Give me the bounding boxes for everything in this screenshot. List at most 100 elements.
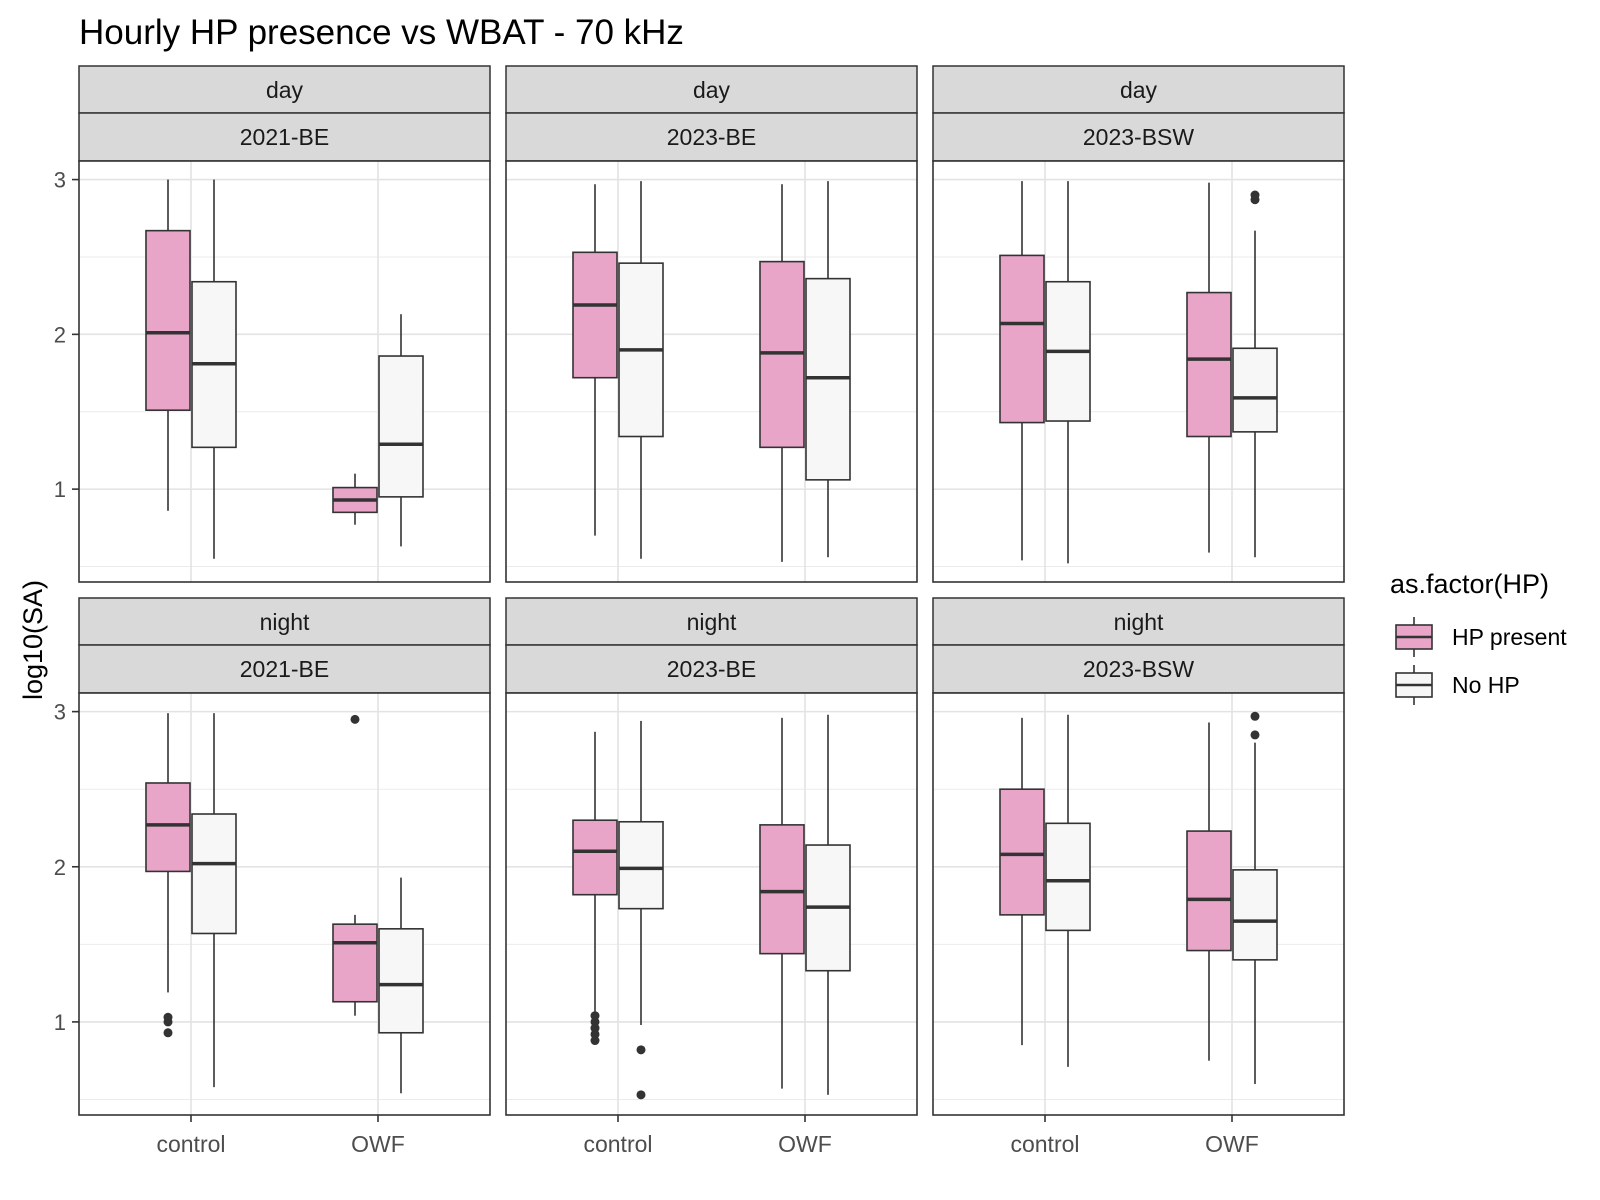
- panel-background: [506, 161, 917, 582]
- panel-border: [932, 160, 1345, 583]
- x-tick-label: control: [156, 1131, 225, 1157]
- box-body: [1186, 291, 1232, 438]
- panel-background: [79, 693, 490, 1115]
- outlier-point: [590, 1017, 600, 1027]
- legend: as.factor(HP) HP present No HP: [1390, 569, 1567, 705]
- box-absent: [805, 714, 851, 1095]
- outlier-point: [163, 1028, 173, 1038]
- box-body: [999, 788, 1045, 916]
- strip-period-label: day: [1120, 77, 1158, 103]
- strip-period-label: day: [266, 77, 304, 103]
- box-body: [759, 824, 805, 955]
- box-present: [572, 184, 618, 536]
- box-body: [1045, 822, 1091, 932]
- strip-period-label: night: [687, 609, 737, 635]
- facet-panels: day 2021-BE 1 2 3 day 2023-BE day 2023-BSW night 2…: [54, 65, 1345, 1157]
- box-body: [332, 923, 378, 1003]
- legend-label: No HP: [1452, 672, 1520, 698]
- box-present: [332, 714, 378, 1016]
- box-body: [1232, 347, 1278, 433]
- strip-site-label: 2021-BE: [240, 656, 330, 682]
- box-absent: [1045, 714, 1091, 1067]
- facet-panel: day 2023-BSW: [932, 65, 1345, 583]
- strip-period: [505, 65, 918, 114]
- x-tick-label: OWF: [351, 1131, 405, 1157]
- facet-panel: day 2023-BE: [505, 65, 918, 583]
- panel-border: [78, 692, 491, 1116]
- box-absent: [1232, 190, 1278, 558]
- outlier-point: [350, 714, 360, 724]
- panel-border: [78, 160, 491, 583]
- outlier-point: [636, 1090, 646, 1100]
- box-absent: [618, 181, 664, 559]
- strip-period-label: day: [693, 77, 731, 103]
- strip-site: [932, 112, 1345, 162]
- box-present: [1186, 722, 1232, 1061]
- box-present: [332, 473, 378, 525]
- strip-period-label: night: [260, 609, 310, 635]
- y-axis-label: log10(SA): [18, 580, 48, 700]
- outlier-point: [1250, 711, 1260, 721]
- box-body: [378, 355, 424, 498]
- box-present: [999, 181, 1045, 561]
- outlier-point: [590, 1036, 600, 1046]
- box-absent: [378, 314, 424, 547]
- box-present: [145, 179, 191, 511]
- outlier-point: [590, 1023, 600, 1033]
- strip-site: [78, 644, 491, 694]
- strip-period: [932, 597, 1345, 646]
- box-body: [618, 820, 664, 910]
- box-present: [145, 713, 191, 1038]
- legend-key-absent: No HP: [1395, 665, 1520, 705]
- outlier-point: [590, 1029, 600, 1039]
- box-body: [1186, 830, 1232, 952]
- outlier-point: [590, 1011, 600, 1021]
- panel-background: [506, 693, 917, 1115]
- box-body: [572, 251, 618, 379]
- box-present: [759, 184, 805, 562]
- box-absent: [618, 720, 664, 1100]
- box-body: [145, 782, 191, 873]
- facet-panel: night 2023-BE control OWF: [505, 597, 918, 1157]
- box-absent: [191, 713, 237, 1088]
- box-present: [1186, 182, 1232, 553]
- y-tick-label: 1: [54, 477, 66, 502]
- x-tick-label: OWF: [1205, 1131, 1259, 1157]
- box-absent: [378, 877, 424, 1094]
- y-tick-label: 3: [54, 168, 66, 193]
- strip-site-label: 2023-BE: [667, 656, 757, 682]
- box-absent: [1045, 181, 1091, 564]
- strip-site: [505, 112, 918, 162]
- legend-label: HP present: [1452, 624, 1567, 650]
- legend-title: as.factor(HP): [1390, 569, 1549, 599]
- strip-site-label: 2023-BSW: [1083, 656, 1195, 682]
- panel-background: [933, 161, 1344, 582]
- box-body: [1232, 869, 1278, 961]
- outlier-point: [163, 1017, 173, 1027]
- x-tick-label: control: [1010, 1131, 1079, 1157]
- strip-period: [505, 597, 918, 646]
- x-tick-label: control: [583, 1131, 652, 1157]
- panel-border: [505, 160, 918, 583]
- outlier-point: [1250, 730, 1260, 740]
- x-tick-label: OWF: [778, 1131, 832, 1157]
- y-tick-label: 3: [54, 700, 66, 725]
- box-body: [999, 254, 1045, 424]
- strip-period-label: night: [1114, 609, 1164, 635]
- y-tick-label: 1: [54, 1010, 66, 1035]
- panel-background: [933, 693, 1344, 1115]
- facet-panel: night 2021-BE 1 2 3 control OWF: [54, 597, 491, 1157]
- panel-background: [79, 161, 490, 582]
- legend-key-present: HP present: [1395, 617, 1567, 657]
- panel-border: [932, 692, 1345, 1116]
- box-body: [378, 928, 424, 1034]
- strip-site: [505, 644, 918, 694]
- strip-site: [78, 112, 491, 162]
- box-body: [191, 813, 237, 935]
- outlier-point: [1250, 190, 1260, 200]
- strip-period: [932, 65, 1345, 114]
- strip-site-label: 2023-BE: [667, 124, 757, 150]
- box-present: [572, 731, 618, 1046]
- y-tick-label: 2: [54, 855, 66, 880]
